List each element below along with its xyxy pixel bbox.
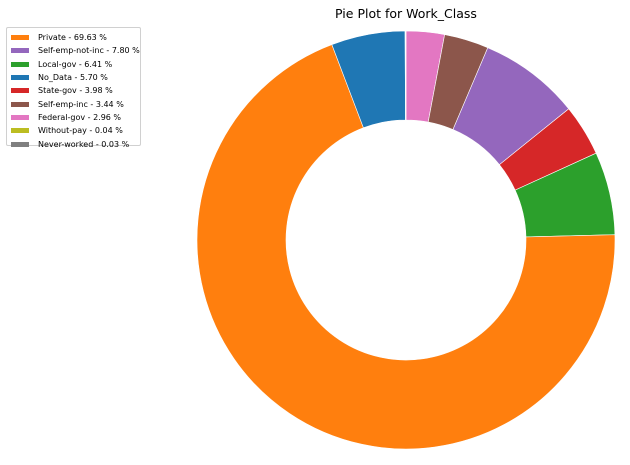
legend-swatch <box>11 141 29 147</box>
legend-item: Federal-gov - 2.96 % <box>11 111 140 124</box>
legend-label: Federal-gov - 2.96 % <box>38 112 122 122</box>
legend-item: Without-pay - 0.04 % <box>11 124 140 137</box>
chart-title: Pie Plot for Work_Class <box>335 6 477 21</box>
legend-swatch <box>11 35 29 41</box>
legend: Private - 69.63 % Self-emp-not-inc - 7.8… <box>6 27 141 149</box>
legend-label: No_Data - 5.70 % <box>38 73 108 83</box>
legend-label: Private - 69.63 % <box>38 33 107 43</box>
legend-label: Local-gov - 6.41 % <box>38 59 113 69</box>
legend-swatch <box>11 101 29 107</box>
legend-swatch <box>11 88 29 94</box>
legend-label: Self-emp-not-inc - 7.80 % <box>38 46 140 56</box>
pie-slice-private <box>196 44 616 450</box>
legend-item: Self-emp-inc - 3.44 % <box>11 97 140 110</box>
legend-label: Self-emp-inc - 3.44 % <box>38 99 124 109</box>
legend-item: Never-worked - 0.03 % <box>11 137 140 150</box>
legend-label: Never-worked - 0.03 % <box>38 139 130 149</box>
legend-label: Without-pay - 0.04 % <box>38 126 123 136</box>
legend-swatch <box>11 61 29 67</box>
legend-swatch <box>11 128 29 134</box>
legend-label: State-gov - 3.98 % <box>38 86 113 96</box>
legend-swatch <box>11 114 29 120</box>
legend-item: Self-emp-not-inc - 7.80 % <box>11 44 140 57</box>
legend-item: No_Data - 5.70 % <box>11 71 140 84</box>
legend-item: Private - 69.63 % <box>11 31 140 44</box>
legend-swatch <box>11 48 29 54</box>
legend-swatch <box>11 75 29 81</box>
legend-item: Local-gov - 6.41 % <box>11 58 140 71</box>
legend-item: State-gov - 3.98 % <box>11 84 140 97</box>
